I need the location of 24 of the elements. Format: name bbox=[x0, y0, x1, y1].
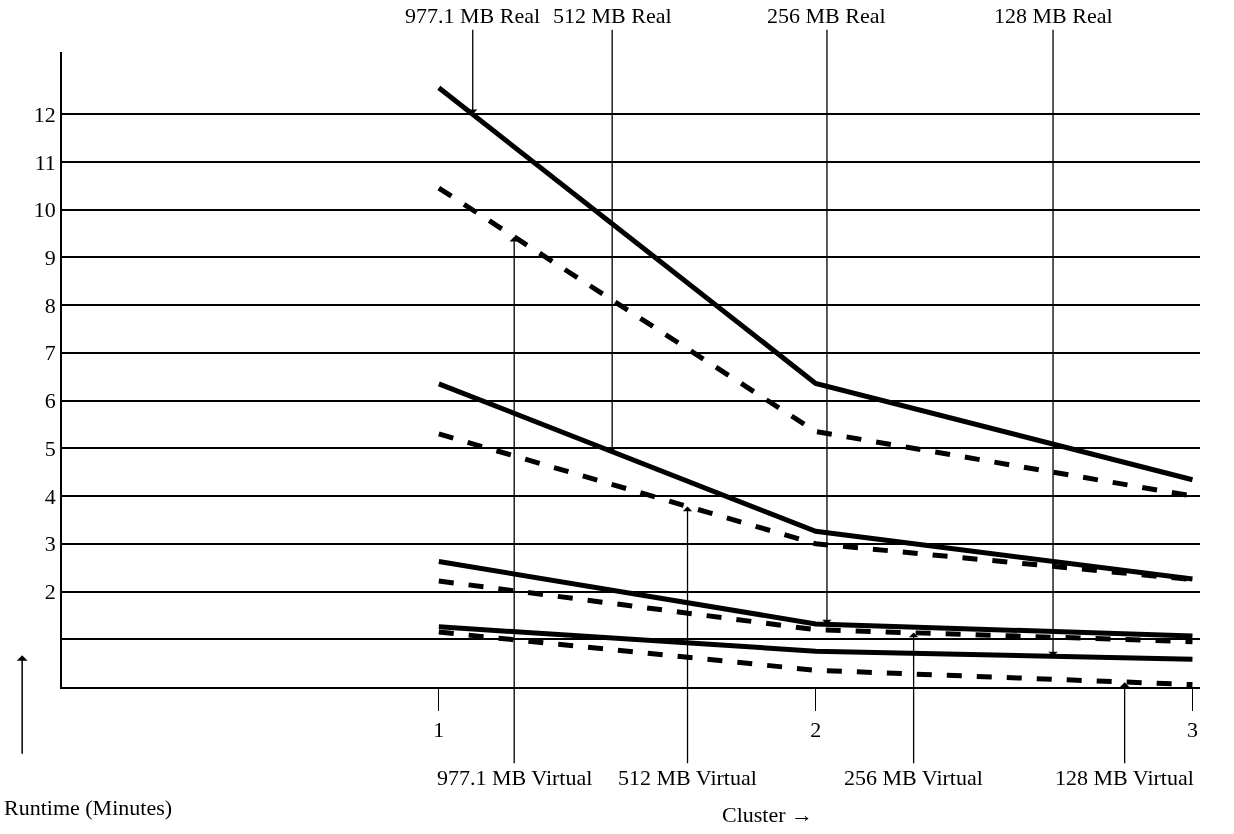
y-tick-label: 3 bbox=[44, 531, 56, 557]
annotation: 512 MB Real bbox=[553, 3, 672, 28]
x-tick-label: 2 bbox=[810, 717, 822, 743]
annotation: 977.1 MB Real bbox=[405, 3, 541, 28]
y-tick-label: 6 bbox=[44, 388, 56, 414]
y-axis-title: Runtime (Minutes) bbox=[4, 795, 173, 820]
annotation: 256 MB Real bbox=[767, 3, 886, 28]
y-tick-label: 8 bbox=[44, 292, 56, 318]
annotation: 128 MB Real bbox=[994, 3, 1113, 28]
y-tick-label: 12 bbox=[33, 101, 56, 127]
y-tick-label: 2 bbox=[44, 579, 56, 605]
x-tick-label: 1 bbox=[433, 717, 445, 743]
annotation: 977.1 MB Virtual bbox=[437, 765, 593, 790]
x-tick-label: 3 bbox=[1186, 717, 1198, 743]
y-tick-label: 11 bbox=[34, 149, 56, 175]
y-tick-label: 4 bbox=[44, 483, 56, 509]
annotation: 512 MB Virtual bbox=[618, 765, 757, 790]
annotation: 128 MB Virtual bbox=[1055, 765, 1194, 790]
annotation: 256 MB Virtual bbox=[844, 765, 983, 790]
y-tick-label: 10 bbox=[33, 197, 56, 223]
x-axis-title: Cluster → bbox=[722, 802, 814, 827]
y-tick-label: 7 bbox=[44, 340, 56, 366]
y-tick-label: 5 bbox=[44, 435, 56, 461]
y-tick-label: 9 bbox=[44, 245, 56, 270]
